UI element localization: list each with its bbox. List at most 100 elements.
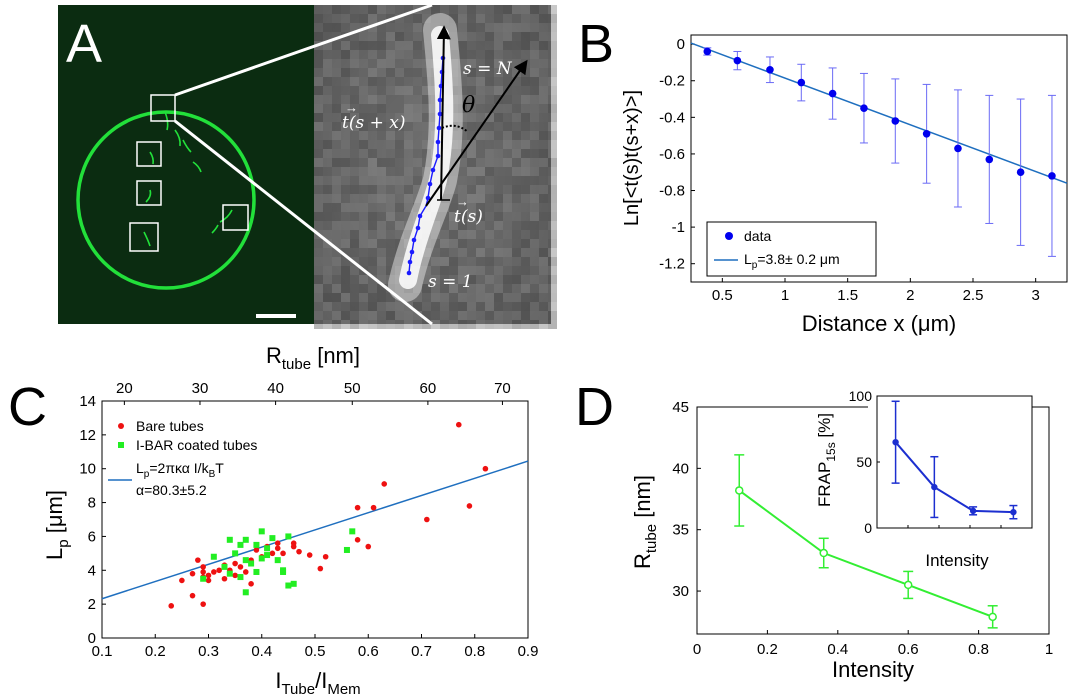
noise-pixel — [350, 230, 359, 239]
noise-pixel — [386, 176, 395, 185]
label-t-sx: t(s + x) — [342, 113, 405, 133]
noise-pixel — [332, 230, 341, 239]
noise-pixel — [404, 59, 413, 68]
data-point-bare — [205, 577, 212, 584]
noise-pixel — [377, 221, 386, 230]
noise-pixel — [350, 167, 359, 176]
noise-pixel — [332, 77, 341, 86]
noise-pixel — [314, 302, 323, 311]
noise-pixel — [440, 311, 449, 320]
noise-pixel — [359, 50, 368, 59]
noise-pixel — [521, 311, 530, 320]
noise-pixel — [341, 230, 350, 239]
noise-pixel — [467, 140, 476, 149]
x-tick-label-d: 0.6 — [898, 641, 919, 658]
noise-pixel — [350, 149, 359, 158]
noise-pixel — [530, 86, 539, 95]
x-tick-label-b: 1 — [781, 287, 789, 304]
noise-pixel — [548, 194, 557, 203]
noise-pixel — [512, 113, 521, 122]
noise-pixel — [422, 86, 431, 95]
noise-pixel — [485, 311, 494, 320]
noise-pixel — [539, 221, 548, 230]
noise-pixel — [548, 302, 557, 311]
noise-pixel — [458, 266, 467, 275]
noise-pixel — [314, 311, 323, 320]
noise-pixel — [530, 32, 539, 41]
data-point-bare — [205, 572, 212, 579]
noise-pixel — [494, 167, 503, 176]
noise-pixel — [386, 167, 395, 176]
noise-pixel — [512, 95, 521, 104]
noise-pixel — [422, 113, 431, 122]
noise-pixel — [395, 185, 404, 194]
trace-point — [409, 249, 415, 255]
noise-pixel — [395, 131, 404, 140]
noise-pixel — [314, 221, 323, 230]
noise-pixel — [521, 41, 530, 50]
trace-point — [430, 167, 436, 173]
noise-pixel — [341, 248, 350, 257]
noise-pixel — [413, 77, 422, 86]
noise-pixel — [377, 194, 386, 203]
noise-pixel — [368, 104, 377, 113]
top-tick-label-c: 30 — [192, 380, 209, 397]
noise-pixel — [350, 194, 359, 203]
noise-pixel — [485, 275, 494, 284]
noise-pixel — [395, 302, 404, 311]
noise-pixel — [494, 239, 503, 248]
y-tick-label-b: 0 — [677, 36, 685, 53]
noise-pixel — [422, 140, 431, 149]
noise-pixel — [521, 131, 530, 140]
trace-point — [436, 125, 442, 131]
data-point-ibar — [237, 541, 244, 548]
noise-pixel — [449, 5, 458, 14]
noise-pixel — [539, 275, 548, 284]
axis-label-x-c: ITube/IMem — [275, 668, 360, 696]
noise-pixel — [368, 284, 377, 293]
data-point-bare — [466, 503, 473, 509]
noise-pixel — [503, 140, 512, 149]
noise-pixel — [395, 95, 404, 104]
noise-pixel — [341, 320, 350, 329]
noise-pixel — [458, 68, 467, 77]
tangent-vector-start — [425, 59, 528, 207]
legend-label-ibar: I-BAR coated tubes — [136, 437, 257, 453]
noise-pixel — [521, 230, 530, 239]
noise-pixel — [404, 104, 413, 113]
noise-pixel — [350, 32, 359, 41]
noise-pixel — [377, 320, 386, 329]
noise-pixel — [314, 5, 323, 14]
noise-pixel — [323, 248, 332, 257]
noise-pixel — [494, 113, 503, 122]
noise-pixel — [449, 293, 458, 302]
noise-pixel — [476, 113, 485, 122]
noise-pixel — [512, 86, 521, 95]
noise-pixel — [503, 113, 512, 122]
noise-pixel — [521, 140, 530, 149]
noise-pixel — [314, 239, 323, 248]
noise-pixel — [458, 203, 467, 212]
data-point-ibar — [285, 533, 292, 540]
data-point-b — [860, 104, 868, 112]
noise-pixel — [350, 302, 359, 311]
noise-pixel — [485, 95, 494, 104]
x-tick-label-b: 2.5 — [963, 287, 984, 304]
noise-pixel — [431, 293, 440, 302]
noise-pixel — [332, 275, 341, 284]
noise-pixel — [467, 230, 476, 239]
noise-pixel — [377, 230, 386, 239]
noise-pixel — [386, 158, 395, 167]
noise-pixel — [476, 77, 485, 86]
noise-pixel — [323, 293, 332, 302]
noise-pixel — [494, 203, 503, 212]
noise-pixel — [323, 302, 332, 311]
data-point-ibar — [200, 575, 207, 582]
noise-pixel — [440, 257, 449, 266]
noise-pixel — [341, 167, 350, 176]
y-tick-label-c: 14 — [79, 393, 96, 410]
noise-pixel — [539, 131, 548, 140]
y-tick-label-c: 4 — [88, 562, 96, 579]
label-theta: θ — [462, 93, 475, 118]
noise-pixel — [494, 41, 503, 50]
